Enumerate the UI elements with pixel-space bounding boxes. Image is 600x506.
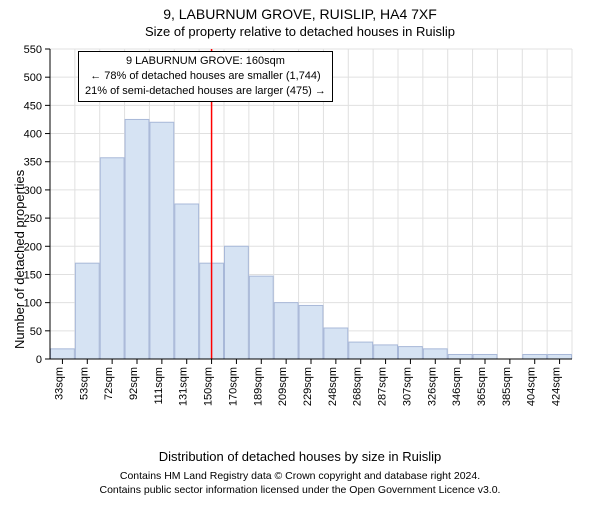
page-subtitle: Size of property relative to detached ho… — [0, 24, 600, 39]
svg-text:307sqm: 307sqm — [401, 367, 413, 406]
chart-container: Number of detached properties 0501001502… — [0, 39, 600, 449]
histogram-bar — [274, 303, 298, 359]
svg-text:350: 350 — [24, 157, 42, 169]
svg-text:170sqm: 170sqm — [227, 367, 239, 406]
svg-text:326sqm: 326sqm — [426, 367, 438, 406]
y-axis-label: Number of detached properties — [12, 170, 27, 349]
histogram-bar — [225, 246, 249, 359]
histogram-bar — [100, 158, 124, 359]
histogram-bar — [548, 354, 572, 359]
svg-text:229sqm: 229sqm — [302, 367, 314, 406]
histogram-bar — [75, 263, 99, 359]
svg-text:450: 450 — [24, 100, 42, 112]
svg-text:189sqm: 189sqm — [252, 367, 264, 406]
histogram-bar — [125, 119, 149, 359]
svg-text:268sqm: 268sqm — [352, 367, 364, 406]
svg-text:365sqm: 365sqm — [476, 367, 488, 406]
svg-text:550: 550 — [24, 44, 42, 56]
svg-text:131sqm: 131sqm — [178, 367, 190, 406]
svg-text:404sqm: 404sqm — [526, 367, 538, 406]
footer-line: Contains public sector information licen… — [0, 484, 600, 498]
histogram-bar — [399, 347, 423, 359]
svg-text:33sqm: 33sqm — [53, 367, 65, 400]
histogram-bar — [51, 349, 75, 359]
histogram-bar — [150, 122, 174, 359]
histogram-bar — [523, 354, 547, 359]
footer-line: Contains HM Land Registry data © Crown c… — [0, 470, 600, 484]
x-axis-label: Distribution of detached houses by size … — [0, 449, 600, 464]
svg-text:50: 50 — [30, 326, 42, 338]
svg-text:111sqm: 111sqm — [153, 367, 165, 405]
svg-text:400: 400 — [24, 129, 42, 141]
annotation-line: ← 78% of detached houses are smaller (1,… — [85, 69, 326, 84]
footer-attribution: Contains HM Land Registry data © Crown c… — [0, 470, 600, 497]
histogram-bar — [349, 342, 373, 359]
svg-text:150sqm: 150sqm — [203, 367, 215, 406]
annotation-box: 9 LABURNUM GROVE: 160sqm ← 78% of detach… — [78, 51, 333, 102]
annotation-line: 21% of semi-detached houses are larger (… — [85, 84, 326, 99]
histogram-bar — [175, 204, 199, 359]
svg-text:209sqm: 209sqm — [277, 367, 289, 406]
svg-text:385sqm: 385sqm — [501, 367, 513, 406]
histogram-bar — [423, 349, 447, 359]
histogram-bar — [473, 354, 497, 359]
svg-text:287sqm: 287sqm — [377, 367, 389, 406]
svg-text:248sqm: 248sqm — [327, 367, 339, 406]
svg-text:92sqm: 92sqm — [128, 367, 140, 400]
histogram-bar — [374, 345, 398, 359]
svg-text:424sqm: 424sqm — [551, 367, 563, 406]
annotation-line: 9 LABURNUM GROVE: 160sqm — [85, 54, 326, 69]
histogram-bar — [448, 354, 472, 359]
svg-text:500: 500 — [24, 72, 42, 84]
svg-text:53sqm: 53sqm — [78, 367, 90, 400]
histogram-bar — [324, 328, 348, 359]
histogram-bar — [299, 305, 323, 359]
page-title: 9, LABURNUM GROVE, RUISLIP, HA4 7XF — [0, 6, 600, 22]
svg-text:72sqm: 72sqm — [103, 367, 115, 400]
svg-text:0: 0 — [36, 354, 42, 366]
histogram-bar — [249, 276, 273, 359]
svg-text:346sqm: 346sqm — [451, 367, 463, 406]
